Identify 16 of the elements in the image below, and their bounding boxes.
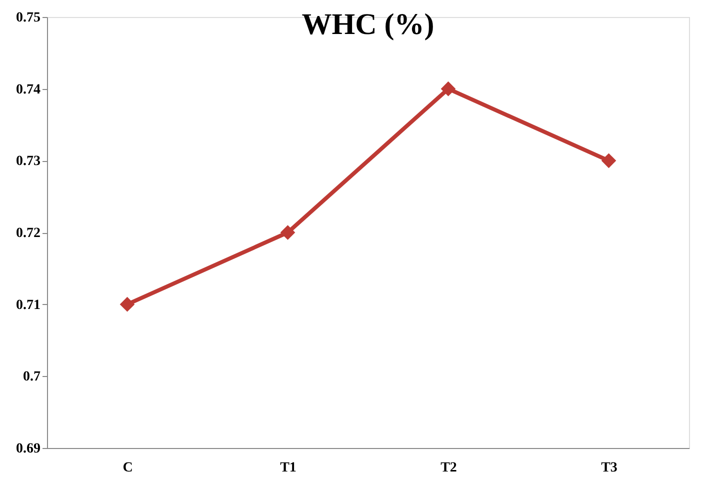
chart-title: WHC (%) (302, 8, 434, 41)
y-tick-label: 0.69 (16, 442, 40, 456)
x-tick-label: T1 (280, 460, 296, 476)
x-tick-label: T2 (440, 460, 457, 476)
y-tick-label: 0.74 (16, 82, 40, 98)
y-tick-label: 0.72 (16, 226, 40, 241)
point (280, 225, 296, 240)
x-tick-label: C (122, 460, 133, 476)
point (601, 153, 616, 168)
y-tick-label: 0.73 (16, 154, 40, 170)
x-tick-label: T3 (601, 460, 618, 476)
y-tick-label: 0.7 (23, 370, 40, 385)
y-tick-label: 0.75 (16, 10, 40, 26)
point (120, 296, 135, 312)
y-tick-label: 0.71 (16, 298, 40, 313)
point (440, 81, 456, 96)
